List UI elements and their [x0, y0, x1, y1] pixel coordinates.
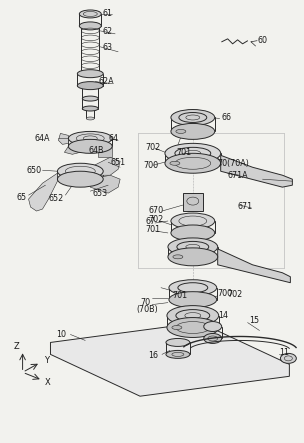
Ellipse shape [165, 144, 221, 163]
Polygon shape [90, 157, 120, 175]
Text: 14: 14 [218, 311, 228, 320]
Text: 15: 15 [250, 316, 260, 325]
Ellipse shape [171, 225, 215, 241]
Text: 702: 702 [228, 290, 243, 299]
Text: 63: 63 [102, 43, 112, 52]
Text: 66: 66 [222, 113, 232, 122]
Text: 64B: 64B [88, 146, 104, 155]
Text: 701: 701 [145, 225, 160, 234]
Text: 701: 701 [176, 148, 191, 157]
Text: 16: 16 [148, 351, 158, 360]
Text: 70: 70 [140, 298, 150, 307]
Text: (70B): (70B) [136, 305, 158, 314]
Polygon shape [218, 249, 290, 283]
Text: 64: 64 [108, 134, 118, 143]
Polygon shape [50, 323, 289, 396]
Text: 670: 670 [148, 206, 163, 214]
Ellipse shape [169, 291, 217, 307]
Ellipse shape [165, 153, 221, 173]
Ellipse shape [86, 117, 94, 120]
Ellipse shape [68, 132, 112, 145]
Text: 65: 65 [17, 193, 27, 202]
Ellipse shape [169, 280, 217, 295]
Text: 701: 701 [172, 291, 187, 300]
Ellipse shape [77, 82, 103, 89]
Text: 702: 702 [145, 143, 160, 152]
Ellipse shape [82, 106, 98, 111]
Text: 652: 652 [48, 194, 64, 202]
Polygon shape [29, 173, 57, 211]
Ellipse shape [68, 140, 112, 153]
Ellipse shape [166, 338, 190, 346]
Polygon shape [58, 133, 68, 144]
Text: 10: 10 [57, 330, 67, 339]
Ellipse shape [171, 109, 215, 125]
Text: 653: 653 [92, 189, 107, 198]
Text: 650: 650 [26, 166, 42, 175]
Ellipse shape [82, 96, 98, 101]
Text: 61: 61 [102, 9, 112, 19]
Ellipse shape [204, 334, 222, 343]
Polygon shape [183, 193, 203, 211]
Text: 60: 60 [257, 36, 268, 45]
Text: 700: 700 [143, 161, 158, 170]
Polygon shape [64, 146, 80, 154]
Ellipse shape [79, 22, 101, 30]
Text: 70(70A): 70(70A) [218, 159, 250, 168]
Text: 67: 67 [145, 217, 155, 225]
Ellipse shape [166, 350, 190, 358]
Text: 62: 62 [102, 27, 112, 36]
Ellipse shape [173, 255, 183, 259]
Text: Z: Z [14, 342, 19, 351]
Ellipse shape [167, 306, 219, 326]
Ellipse shape [79, 10, 101, 18]
Ellipse shape [168, 238, 218, 256]
Polygon shape [90, 175, 120, 193]
Text: 702: 702 [148, 214, 163, 224]
Text: 671: 671 [238, 202, 253, 210]
Text: 64A: 64A [35, 134, 50, 143]
Ellipse shape [280, 354, 296, 363]
Text: 651: 651 [110, 158, 125, 167]
Ellipse shape [170, 161, 180, 165]
Text: 62A: 62A [98, 77, 114, 86]
Ellipse shape [171, 124, 215, 140]
Ellipse shape [172, 326, 182, 330]
Ellipse shape [176, 129, 186, 133]
Ellipse shape [57, 163, 103, 179]
Ellipse shape [77, 70, 103, 78]
Ellipse shape [167, 318, 219, 338]
Text: 671A: 671A [228, 171, 248, 180]
Ellipse shape [57, 171, 103, 187]
Text: 700: 700 [218, 289, 233, 298]
Polygon shape [221, 155, 292, 187]
Ellipse shape [168, 248, 218, 266]
Text: Y: Y [44, 356, 50, 365]
Ellipse shape [204, 322, 222, 331]
Text: 11: 11 [279, 348, 289, 357]
Text: X: X [44, 378, 50, 387]
Ellipse shape [171, 213, 215, 229]
Polygon shape [98, 148, 112, 157]
